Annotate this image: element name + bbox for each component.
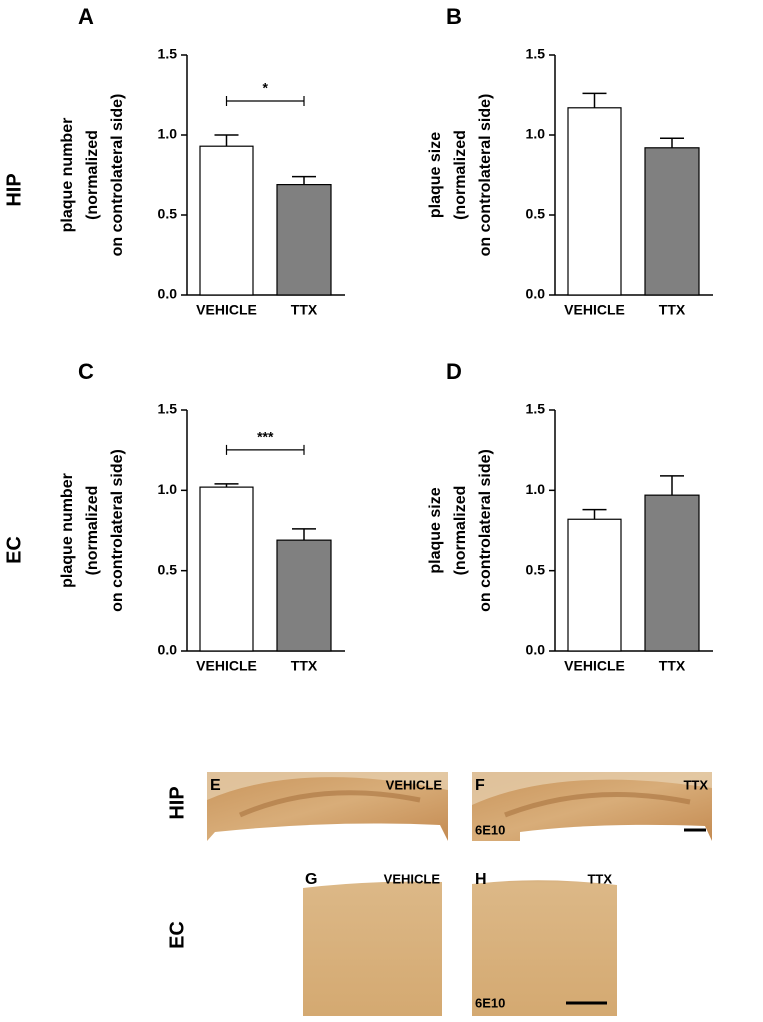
bar — [567, 518, 622, 652]
y-tick-label: 1.5 — [158, 401, 178, 417]
y-tick-label: 1.0 — [526, 481, 546, 497]
panel-letter: A — [78, 4, 94, 29]
y-axis-label: on controlateral side) — [109, 94, 126, 257]
image-letter: F — [475, 777, 485, 794]
image-label: VEHICLE — [384, 871, 441, 886]
bar — [567, 107, 622, 296]
y-axis-label: (normalized — [452, 130, 469, 220]
bar — [644, 147, 700, 296]
bar — [199, 145, 254, 296]
row-label: HIP — [3, 173, 25, 206]
x-tick-label: TTX — [291, 302, 318, 318]
image-label: VEHICLE — [386, 777, 443, 792]
significance: * — [263, 80, 269, 96]
y-axis-label: on controlateral side) — [109, 449, 126, 612]
bar — [199, 486, 254, 652]
x-tick-label: TTX — [659, 658, 686, 674]
y-tick-label: 0.0 — [526, 286, 546, 302]
row-label: EC — [3, 536, 25, 564]
y-tick-label: 0.0 — [158, 286, 178, 302]
y-tick-label: 1.5 — [526, 46, 546, 62]
x-tick-label: VEHICLE — [564, 658, 625, 674]
y-tick-label: 0.5 — [526, 206, 546, 222]
image-panel — [472, 868, 617, 1016]
y-axis-label: (normalized — [84, 486, 101, 576]
x-tick-label: TTX — [659, 302, 686, 318]
y-tick-label: 1.5 — [526, 401, 546, 417]
panel-letter: D — [446, 359, 462, 384]
bar — [644, 494, 700, 652]
y-tick-label: 0.0 — [526, 642, 546, 658]
y-tick-label: 1.0 — [158, 126, 178, 142]
image-panel — [207, 772, 448, 841]
y-tick-label: 0.5 — [158, 206, 178, 222]
x-tick-label: VEHICLE — [564, 302, 625, 318]
y-tick-label: 1.0 — [526, 126, 546, 142]
y-tick-label: 1.0 — [158, 481, 178, 497]
row-label: EC — [166, 921, 188, 949]
x-tick-label: TTX — [291, 658, 318, 674]
y-axis-label: plaque size — [427, 132, 444, 218]
row-label: HIP — [166, 786, 188, 819]
panel-letter: C — [78, 359, 94, 384]
y-axis-label: (normalized — [84, 130, 101, 220]
image-panel — [303, 868, 442, 1016]
image-panel — [472, 772, 712, 841]
y-axis-label: (normalized — [452, 486, 469, 576]
x-tick-label: VEHICLE — [196, 302, 257, 318]
stain-label: 6E10 — [475, 822, 505, 837]
x-tick-label: VEHICLE — [196, 658, 257, 674]
y-axis-label: plaque size — [427, 487, 444, 573]
y-axis-label: plaque number — [59, 473, 76, 588]
y-axis-label: plaque number — [59, 118, 76, 233]
image-label: TTX — [587, 871, 612, 886]
stain-label: 6E10 — [475, 995, 505, 1010]
y-axis-label: on controlateral side) — [477, 449, 494, 612]
bar — [276, 184, 332, 296]
y-tick-label: 0.5 — [526, 561, 546, 577]
image-label: TTX — [683, 777, 708, 792]
y-tick-label: 1.5 — [158, 46, 178, 62]
image-letter: G — [305, 871, 317, 888]
panel-letter: B — [446, 4, 462, 29]
y-tick-label: 0.0 — [158, 642, 178, 658]
image-letter: E — [210, 777, 221, 794]
bar — [276, 539, 332, 652]
y-axis-label: on controlateral side) — [477, 94, 494, 257]
significance: *** — [257, 429, 274, 445]
image-letter: H — [475, 871, 487, 888]
y-tick-label: 0.5 — [158, 561, 178, 577]
